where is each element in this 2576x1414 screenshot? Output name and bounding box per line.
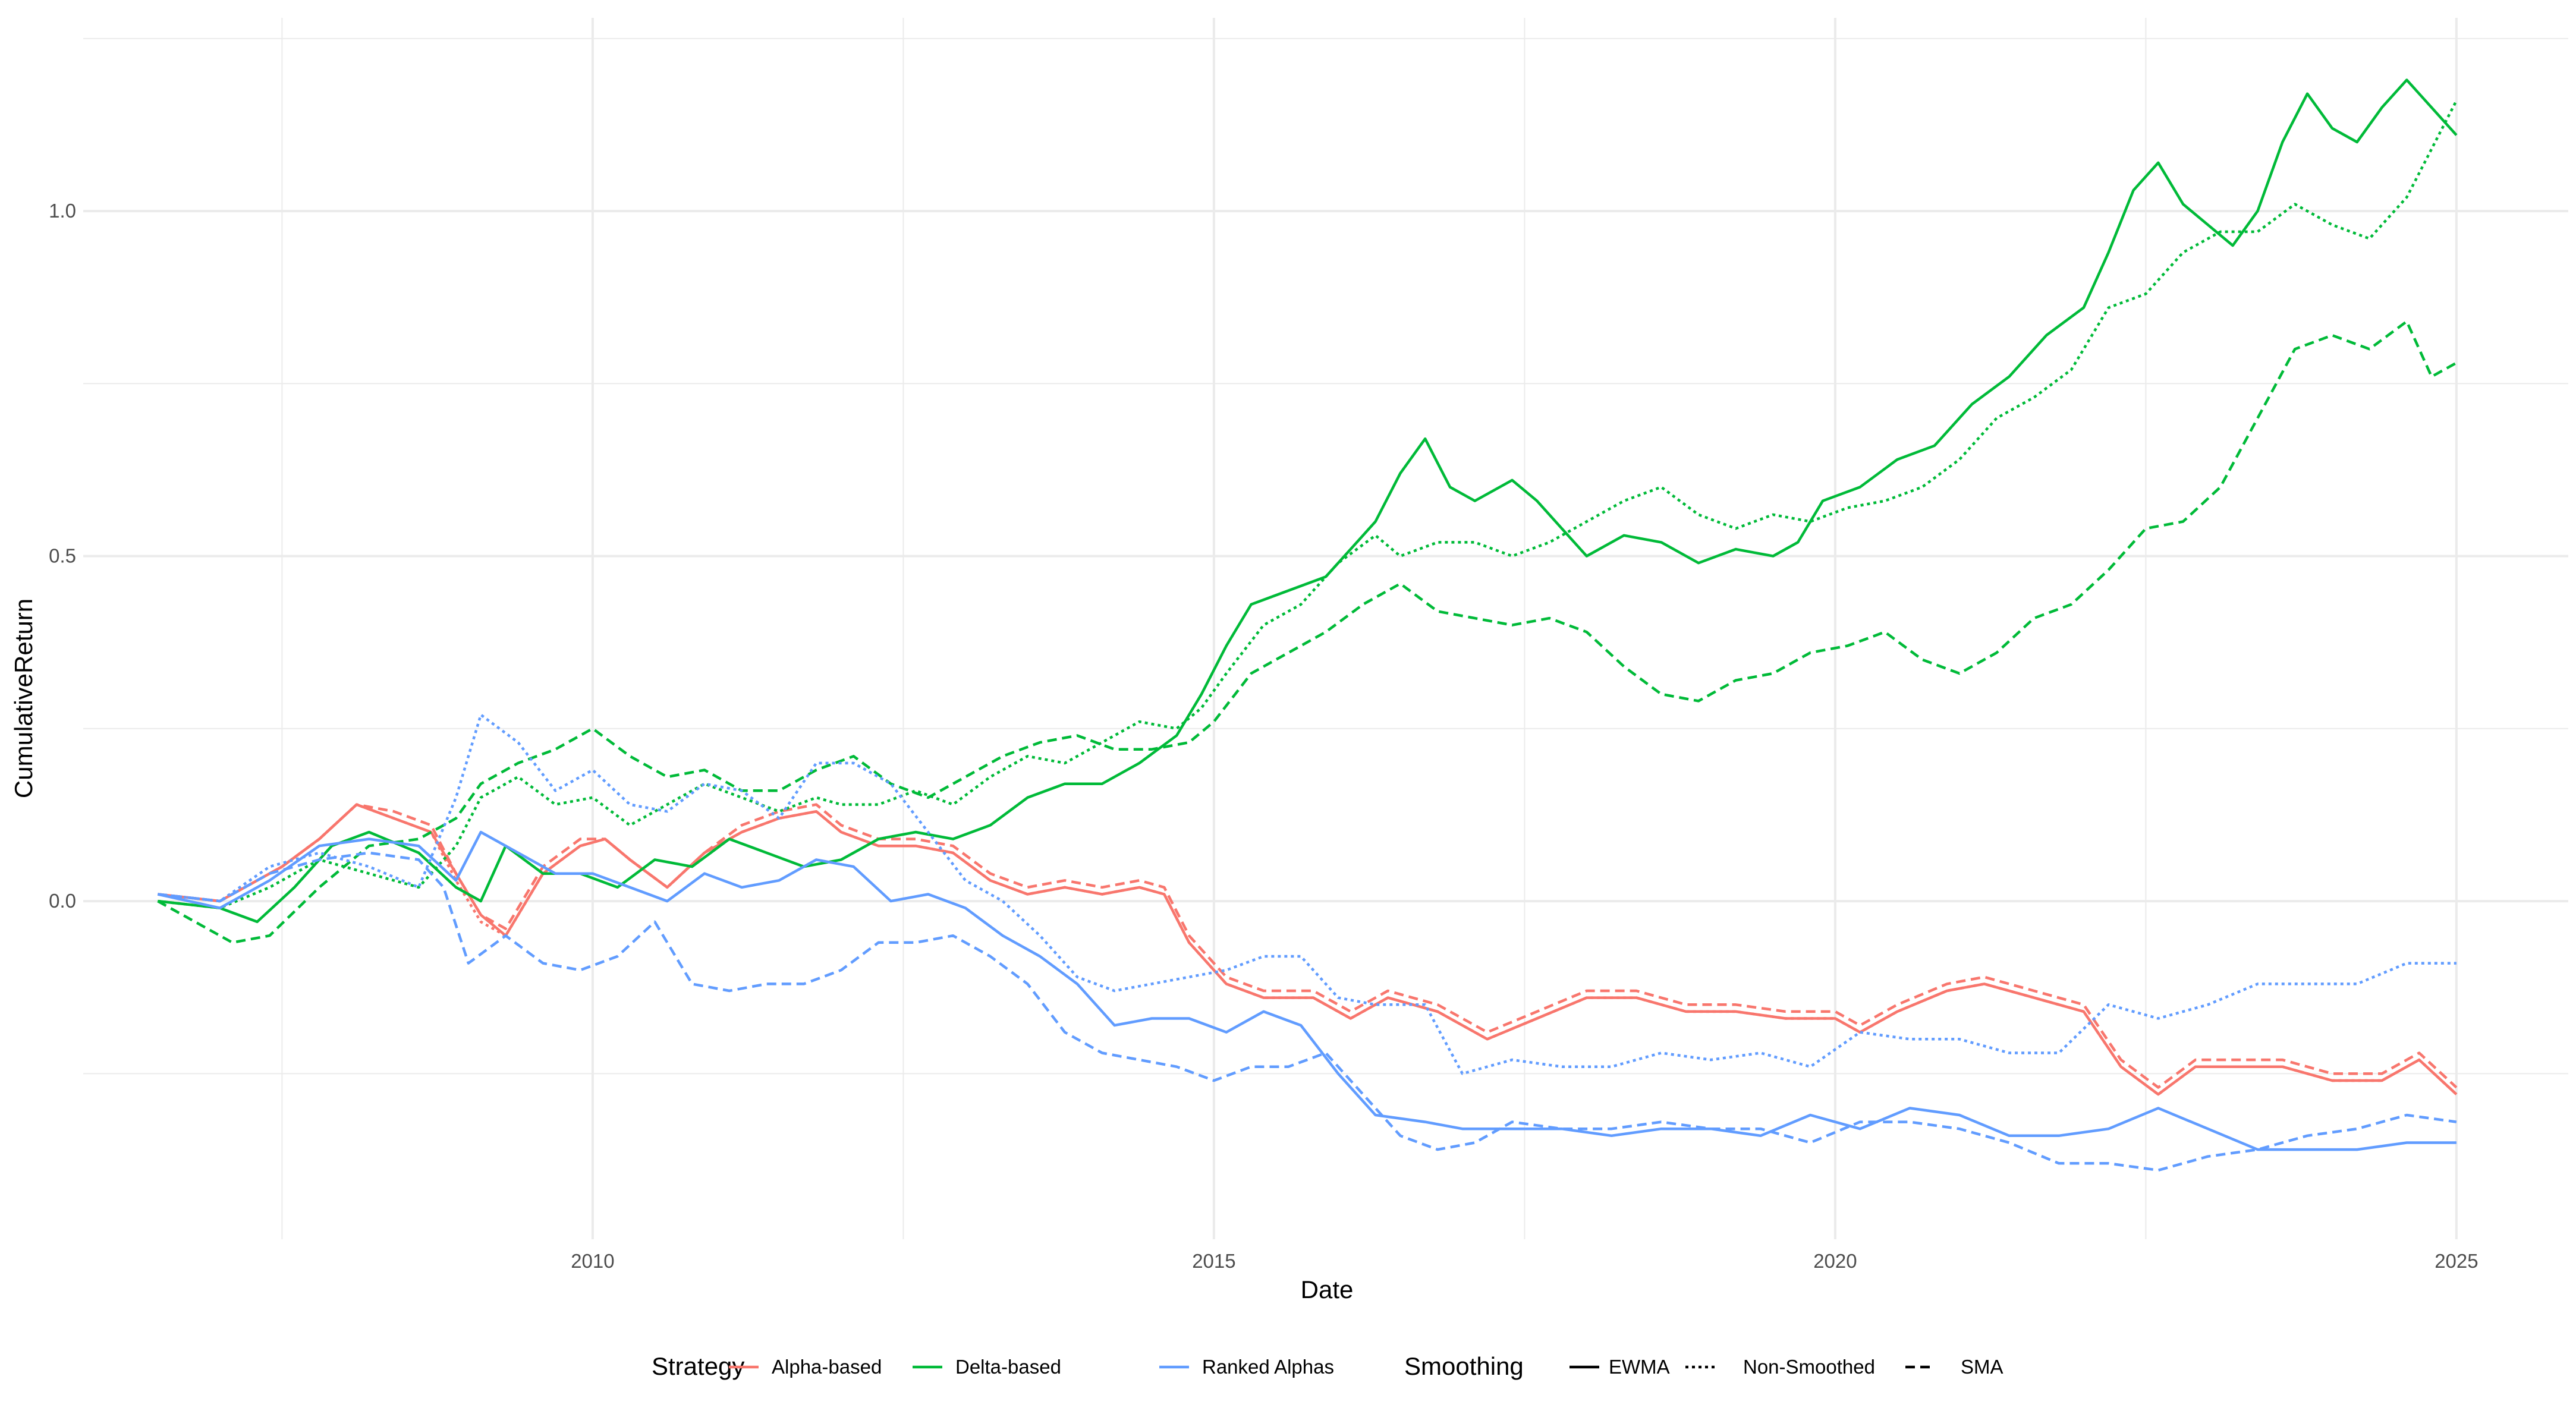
series-line-delta-based-non-smoothed — [158, 100, 2458, 909]
legend: Strategy Alpha-based Delta-based Ranked … — [652, 1352, 2003, 1380]
y-tick-label-0.5: 0.5 — [49, 545, 76, 567]
legend-title-smoothing: Smoothing — [1404, 1352, 1524, 1380]
legend-label-ranked-alphas: Ranked Alphas — [1202, 1356, 1334, 1378]
x-tick-label-2020: 2020 — [1813, 1250, 1857, 1272]
series-line-alpha-based-ewma — [158, 803, 2458, 1096]
x-axis-title: Date — [1301, 1276, 1354, 1303]
series-line-ranked-alphas-sma — [158, 851, 2457, 1172]
series-line-delta-based-sma — [157, 320, 2457, 944]
legend-label-delta-based: Delta-based — [955, 1356, 1061, 1378]
legend-label-alpha-based: Alpha-based — [772, 1356, 882, 1378]
y-axis-title: CumulativeReturn — [10, 599, 37, 798]
legend-label-non-smoothed: Non-Smoothed — [1743, 1356, 1875, 1378]
series-line-alpha-based-non-smoothed — [158, 803, 2458, 1096]
series-line-delta-based-ewma — [158, 78, 2458, 924]
axes: 2010 2015 2020 2025 0.0 0.5 1.0 — [49, 200, 2478, 1272]
x-tick-label-2025: 2025 — [2435, 1250, 2478, 1272]
series-line-alpha-based-sma — [158, 803, 2458, 1089]
y-tick-label-1.0: 1.0 — [49, 200, 76, 222]
x-tick-label-2010: 2010 — [571, 1250, 614, 1272]
legend-label-ewma: EWMA — [1609, 1356, 1670, 1378]
x-tick-label-2015: 2015 — [1192, 1250, 1235, 1272]
series-line-ranked-alphas-non-smoothed — [158, 713, 2457, 1075]
series-line-ranked-alphas-ewma — [157, 830, 2457, 1151]
legend-label-sma: SMA — [1961, 1356, 2003, 1378]
plot-area — [157, 78, 2458, 1172]
y-tick-label-0.0: 0.0 — [49, 890, 76, 912]
